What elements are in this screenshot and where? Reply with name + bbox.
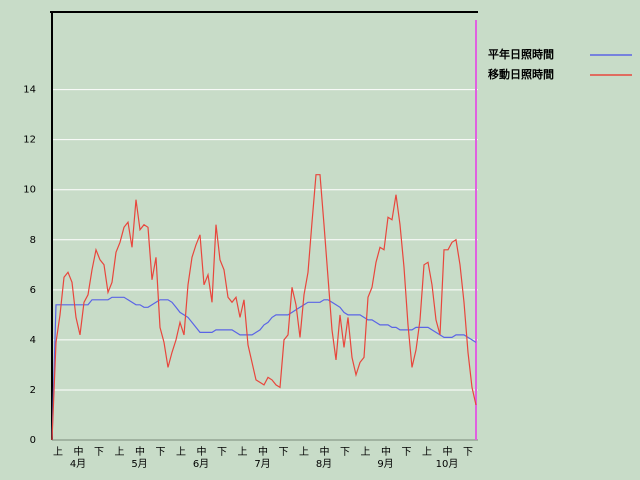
month-label: 7月 (254, 458, 270, 470)
x-tick-label: 中 (258, 445, 268, 458)
month-label: 5月 (131, 458, 147, 470)
month-label: 8月 (316, 458, 332, 470)
x-tick-label: 中 (197, 445, 207, 458)
y-tick-label: 10 (23, 185, 36, 196)
y-tick-label: 4 (30, 335, 36, 346)
month-label: 6月 (193, 458, 209, 470)
x-tick-label: 上 (53, 446, 63, 458)
x-tick-label: 中 (135, 445, 145, 458)
x-tick-label: 中 (320, 445, 330, 458)
x-tick-label: 上 (115, 446, 125, 458)
x-tick-label: 下 (94, 447, 104, 458)
x-tick-label: 中 (74, 445, 84, 458)
x-tick-label: 上 (299, 446, 309, 458)
y-tick-label: 14 (23, 85, 36, 96)
x-tick-label: 下 (217, 447, 227, 458)
x-tick-label: 下 (279, 447, 289, 458)
x-tick-label: 下 (340, 447, 350, 458)
x-tick-label: 下 (463, 447, 473, 458)
x-tick-label: 上 (176, 446, 186, 458)
y-tick-label: 0 (30, 435, 36, 446)
x-tick-label: 上 (422, 446, 432, 458)
y-tick-label: 6 (30, 285, 36, 296)
x-tick-label: 上 (238, 446, 248, 458)
legend-label: 移動日照時間 (488, 67, 554, 81)
month-label: 10月 (436, 458, 459, 470)
x-tick-label: 中 (381, 445, 391, 458)
x-tick-label: 下 (156, 447, 166, 458)
legend-label: 平年日照時間 (488, 47, 554, 61)
month-label: 9月 (377, 458, 393, 470)
month-label: 4月 (70, 458, 86, 470)
data-line (51, 296, 477, 441)
y-tick-label: 8 (30, 235, 36, 246)
x-tick-label: 下 (402, 447, 412, 458)
x-tick-label: 中 (443, 445, 453, 458)
x-tick-label: 上 (361, 446, 371, 458)
y-tick-label: 2 (30, 385, 36, 396)
y-tick-label: 12 (23, 135, 36, 146)
data-line (51, 174, 477, 441)
